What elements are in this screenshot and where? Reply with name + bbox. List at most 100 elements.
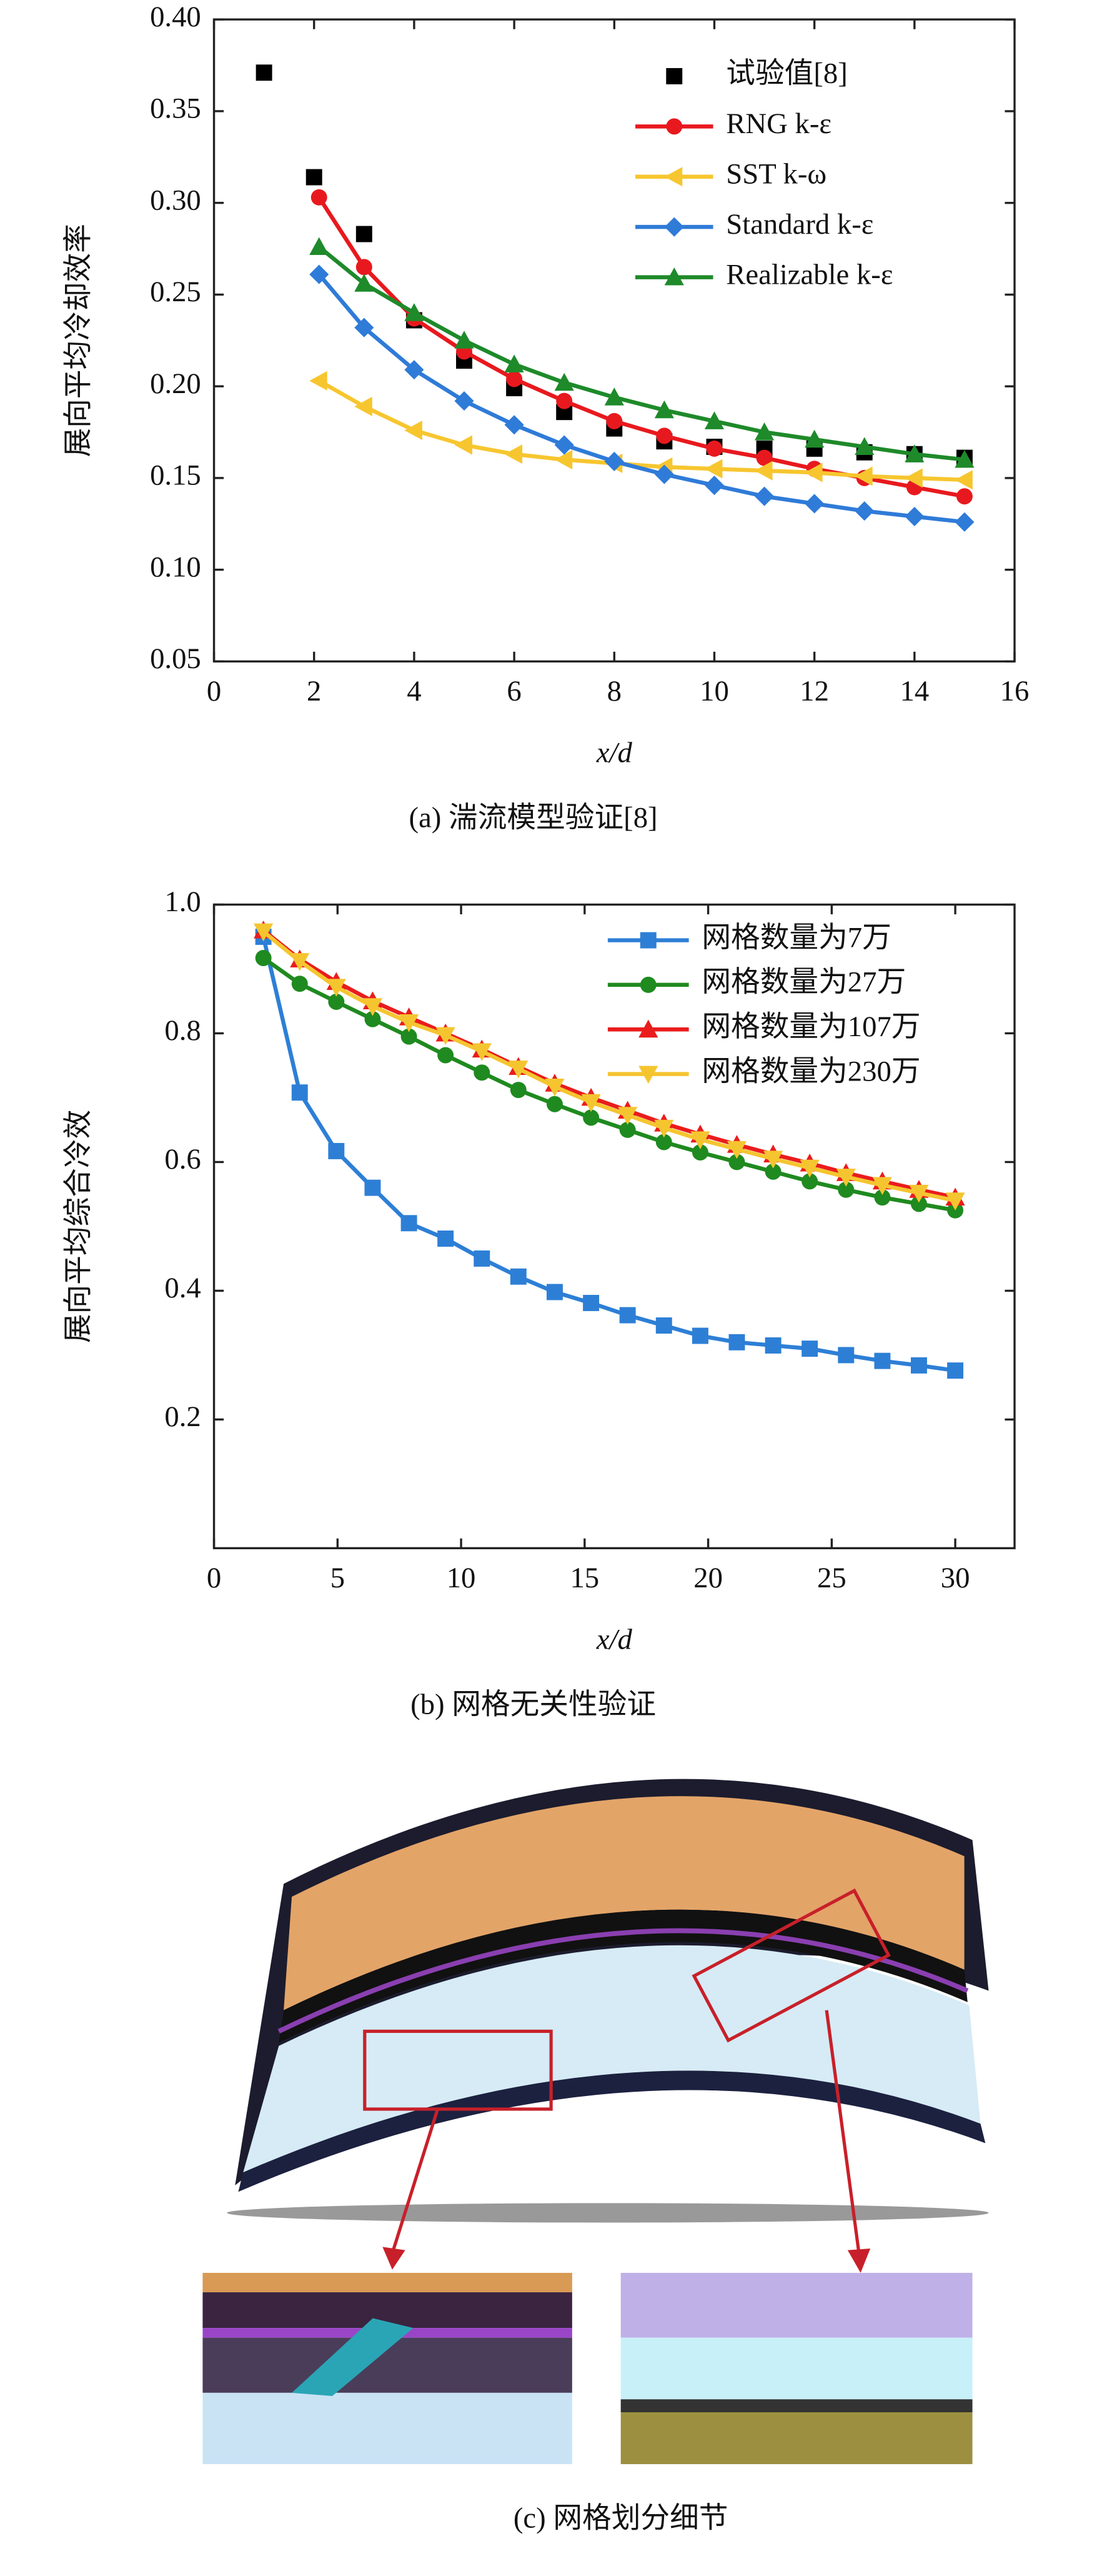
marker: [309, 371, 327, 391]
y-tick-label: 0.4: [164, 1272, 201, 1304]
marker: [704, 459, 723, 479]
marker: [305, 169, 322, 186]
marker: [364, 1011, 381, 1027]
marker: [618, 1107, 638, 1125]
chart: 0 5 10 15 20 25 30 0.2 0.4 0.6 0.8 1.0 x/d 展向平均综合冷效 (b…: [62, 886, 1016, 1720]
marker: [838, 1181, 855, 1198]
marker: [354, 274, 374, 292]
mesh-illustration: (c) 网格划分细节: [202, 1779, 989, 2535]
marker: [955, 449, 975, 468]
marker: [290, 953, 310, 971]
marker: [910, 1196, 927, 1212]
marker: [606, 412, 623, 429]
marker: [945, 1192, 965, 1211]
marker: [619, 1121, 636, 1138]
marker: [704, 411, 725, 429]
marker: [727, 1141, 747, 1159]
marker: [474, 1250, 490, 1267]
y-tick-label: 0.30: [150, 184, 201, 216]
legend-label: RNG k-ε: [726, 107, 831, 140]
x-tick-label: 0: [207, 1562, 221, 1594]
x-tick-label: 20: [693, 1562, 723, 1594]
marker: [328, 1142, 345, 1159]
marker: [255, 950, 272, 966]
x-tick-label: 16: [1000, 675, 1030, 707]
marker: [354, 396, 372, 416]
x-tick-label: 10: [700, 675, 729, 707]
y-tick-label: 0.35: [150, 92, 201, 125]
marker: [754, 486, 775, 506]
marker: [728, 1334, 745, 1350]
marker: [765, 1337, 782, 1354]
marker: [309, 264, 329, 284]
marker: [654, 400, 674, 419]
marker: [692, 1144, 708, 1161]
marker: [454, 331, 474, 349]
y-tick-label: 0.8: [164, 1014, 201, 1047]
x-tick-label: 10: [447, 1562, 476, 1594]
marker: [400, 1215, 417, 1232]
marker: [546, 1096, 563, 1112]
marker: [690, 1131, 710, 1149]
marker: [256, 64, 272, 81]
marker: [504, 415, 524, 435]
marker: [437, 1047, 454, 1064]
x-axis-label: x/d: [596, 737, 633, 769]
legend-marker: [638, 1066, 658, 1084]
legend-label: 网格数量为7万: [702, 921, 891, 954]
marker: [805, 494, 825, 514]
marker: [763, 1151, 783, 1169]
legend-label: SST k-ω: [726, 157, 827, 190]
marker: [955, 470, 973, 490]
legend-marker: [638, 1019, 658, 1038]
marker: [955, 512, 975, 532]
marker: [754, 461, 773, 481]
legend-label: Realizable k-ε: [726, 258, 893, 291]
marker: [805, 462, 823, 482]
series-line: [317, 245, 965, 462]
marker: [855, 437, 875, 455]
x-tick-label: 15: [570, 1562, 599, 1594]
legend-label: Standard k-ε: [726, 208, 873, 241]
chart: 0 2 4 6 8 10 12 14 16 0.05 0.10 0.15 0.20 0.25 0.30 0.3…: [62, 1, 1030, 834]
marker: [583, 1295, 600, 1311]
marker: [800, 1159, 820, 1178]
marker: [510, 1268, 527, 1285]
marker: [510, 1082, 527, 1099]
marker: [836, 1169, 856, 1187]
marker: [704, 476, 725, 496]
x-tick-label: 2: [307, 675, 321, 707]
legend-label: 试验值[8]: [726, 57, 848, 90]
marker: [554, 449, 573, 470]
x-tick-label: 4: [407, 675, 421, 707]
y-tick-label: 0.20: [150, 367, 201, 400]
x-axis-label: x/d: [596, 1624, 633, 1656]
marker: [328, 994, 345, 1010]
marker: [291, 1084, 308, 1101]
legend-label: 网格数量为230万: [702, 1055, 920, 1087]
marker: [947, 1362, 964, 1379]
legend-marker: [640, 976, 657, 993]
caption: (b) 网格无关性验证: [410, 1688, 656, 1720]
marker: [654, 1119, 674, 1138]
y-tick-label: 1.0: [164, 886, 201, 918]
marker: [355, 259, 372, 276]
caption: (a) 湍流模型验证[8]: [409, 801, 658, 834]
y-tick-label: 0.15: [150, 459, 201, 492]
x-tick-label: 5: [330, 1562, 345, 1594]
x-tick-label: 8: [607, 675, 622, 707]
y-axis-label: 展向平均冷却效率: [62, 224, 95, 457]
plot-frame: [212, 903, 1016, 1550]
marker: [583, 1109, 600, 1126]
marker: [404, 303, 424, 321]
marker: [910, 1357, 927, 1374]
marker: [872, 1177, 892, 1196]
marker: [706, 440, 723, 457]
marker: [309, 237, 329, 256]
marker: [909, 1184, 929, 1203]
marker: [254, 923, 274, 942]
marker: [504, 354, 524, 372]
marker: [354, 317, 374, 337]
marker: [556, 392, 573, 409]
